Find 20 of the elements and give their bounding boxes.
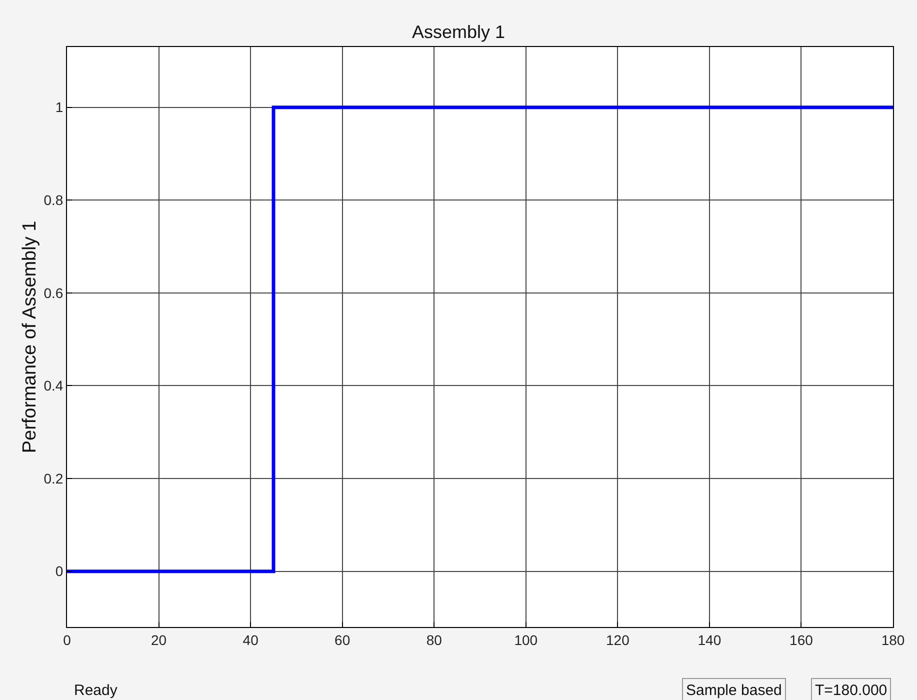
x-tick-label: 120 [606,632,630,648]
x-tick-label: 20 [150,632,167,648]
y-tick-label: 0.4 [44,378,64,394]
y-tick-label: 0.2 [44,470,64,486]
x-tick-label: 100 [514,632,538,648]
text: Sample based [686,682,782,699]
text: T=180.000 [815,682,888,699]
y-tick-label: 0.6 [44,284,64,301]
x-tick-label: 180 [881,632,905,648]
x-tick-label: 80 [426,632,442,648]
x-tick-label: 40 [242,632,259,648]
text: Ready [74,682,118,699]
x-tick-label: 160 [790,632,814,648]
y-tick-label: 1 [55,99,64,116]
y-axis-title: Performance of Assembly 1 [20,220,41,454]
y-tick-label: 0.8 [44,192,64,208]
chart-title: Assembly 1 [412,22,506,42]
x-tick-label: 140 [698,632,722,648]
y-tick-label: 0 [55,563,64,580]
x-tick-label: 60 [334,632,350,648]
